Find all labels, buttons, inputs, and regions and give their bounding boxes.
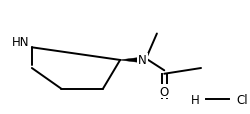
Text: H: H bbox=[191, 93, 200, 106]
Text: HN: HN bbox=[12, 36, 29, 49]
Polygon shape bbox=[120, 58, 142, 63]
Text: N: N bbox=[138, 54, 146, 67]
Text: O: O bbox=[160, 85, 169, 98]
Text: Cl: Cl bbox=[236, 93, 248, 106]
